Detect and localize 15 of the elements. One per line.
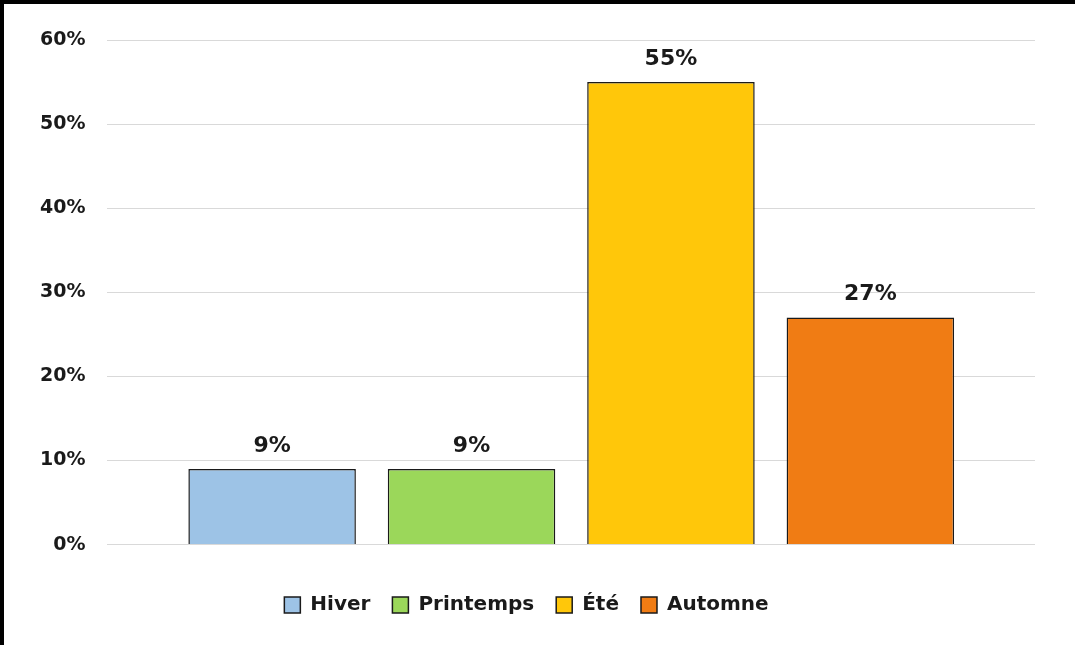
y-tick-label: 40% (39, 195, 86, 218)
y-tick-label: 10% (39, 447, 86, 470)
data-label: 9% (253, 431, 291, 457)
legend-label: Automne (666, 591, 769, 616)
legend-label: Printemps (418, 591, 535, 616)
y-tick-label: 30% (39, 279, 86, 302)
data-label: 9% (452, 431, 491, 457)
legend-label: Été (582, 591, 619, 616)
data-label: 55% (644, 44, 698, 70)
y-tick-label: 0% (53, 531, 86, 554)
legend-label: Hiver (310, 591, 371, 616)
y-tick-label: 60% (39, 26, 86, 49)
data-label: 27% (844, 280, 897, 306)
y-tick-label: 20% (39, 363, 86, 386)
y-tick-label: 50% (39, 111, 86, 134)
